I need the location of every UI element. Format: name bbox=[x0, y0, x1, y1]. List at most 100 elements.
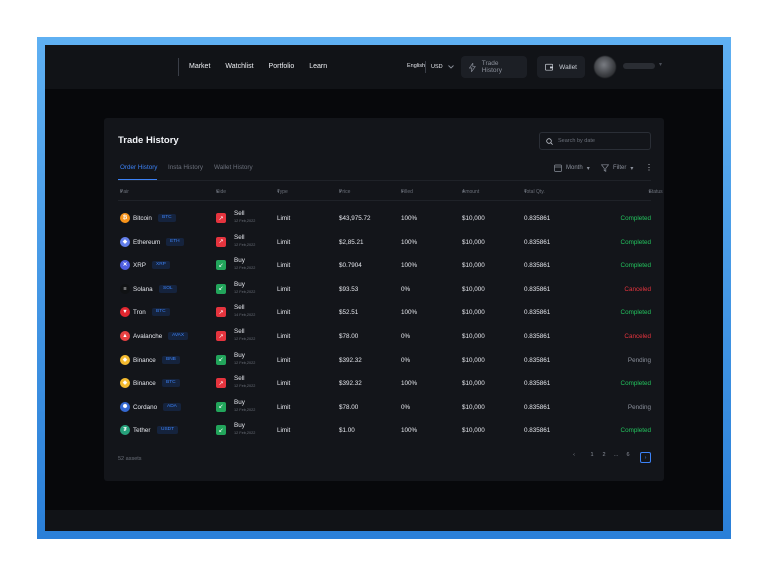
side-label: Buy bbox=[234, 257, 245, 265]
coin-name: Binance bbox=[133, 356, 156, 364]
table-row[interactable]: ◈ Binance BNB ↙ Buy 12 Feb,2022 Limit $392.32 0%… bbox=[118, 349, 651, 371]
tab-wallet-history[interactable]: Wallet History bbox=[214, 164, 253, 171]
filled: 100% bbox=[401, 309, 418, 317]
trade-date: 12 Feb,2022 bbox=[234, 266, 256, 271]
buy-arrow-icon: ↙ bbox=[216, 260, 226, 271]
th-type[interactable]: Type ▾ bbox=[277, 189, 288, 195]
table-header-divider bbox=[118, 200, 651, 201]
filled: 100% bbox=[401, 215, 418, 222]
price: $2,85.21 bbox=[339, 238, 364, 246]
total-qty: 0.835861 bbox=[524, 285, 551, 293]
table-row[interactable]: ◆ Ethereum ETH ↗ Sell 12 Feb,2022 Limit $2,85.2… bbox=[118, 231, 651, 253]
trade-date: 12 Feb,2022 bbox=[234, 431, 256, 436]
tab-divider bbox=[118, 180, 651, 181]
coin-name: Bitcoin bbox=[133, 215, 152, 222]
nav-divider bbox=[178, 58, 179, 76]
table-row[interactable]: ≡ Solana SOL ↙ Buy 12 Feb,2022 Limit $93.53 0% $1… bbox=[118, 278, 651, 300]
status-badge: Pending bbox=[627, 356, 651, 364]
buy-arrow-icon: ↙ bbox=[216, 283, 226, 294]
nav-portfolio[interactable]: Portfolio bbox=[268, 63, 295, 70]
avatar[interactable] bbox=[594, 56, 616, 78]
price: $392.32 bbox=[339, 380, 362, 388]
th-total-qty[interactable]: Total Qty. ▾ bbox=[524, 189, 545, 195]
th-side[interactable]: Side ▾ bbox=[216, 189, 227, 195]
pagination-next-icon[interactable]: › bbox=[640, 452, 651, 463]
page-6[interactable]: 6 bbox=[626, 452, 630, 458]
filled: 100% bbox=[401, 238, 418, 246]
nav-learn[interactable]: Learn bbox=[309, 63, 328, 70]
sell-arrow-icon: ↗ bbox=[216, 331, 226, 341]
side-label: Sell bbox=[234, 210, 245, 217]
th-price[interactable]: Price ▾ bbox=[339, 189, 351, 195]
ticker-badge: BTC bbox=[158, 214, 176, 222]
amount: $10,000 bbox=[462, 356, 485, 364]
nav-market[interactable]: Market bbox=[189, 63, 211, 70]
sell-arrow-icon: ↗ bbox=[216, 236, 226, 247]
xrp-icon: ✕ bbox=[120, 260, 130, 271]
amount: $10,000 bbox=[462, 380, 485, 388]
currency-selector[interactable]: USD bbox=[425, 61, 454, 73]
order-type: Limit bbox=[277, 356, 291, 364]
order-type: Limit bbox=[277, 262, 291, 270]
currency-label: USD bbox=[431, 64, 443, 70]
more-options-icon[interactable]: ⋮ bbox=[645, 163, 653, 172]
table-row[interactable]: ✕ XRP XRP ↙ Buy 12 Feb,2022 Limit $0.7904 100% $1… bbox=[118, 254, 651, 276]
th-pair[interactable]: Pair ▾ bbox=[120, 189, 129, 195]
ticker-badge: BTC bbox=[152, 308, 170, 317]
table-row[interactable]: ₮ Tether USDT ↙ Buy 12 Feb,2022 Limit $1.00 100%… bbox=[118, 419, 651, 441]
filled: 100% bbox=[401, 427, 418, 435]
filter-button[interactable]: Filter ▾ bbox=[601, 164, 633, 172]
table-row[interactable]: ▲ Avalanche AVAX ↗ Sell 12 Feb,2022 Limit $78.0… bbox=[118, 325, 651, 347]
wallet-button[interactable]: Wallet bbox=[537, 56, 585, 78]
th-amount[interactable]: Amount ▾ bbox=[462, 189, 480, 195]
nav-watchlist[interactable]: Watchlist bbox=[225, 63, 254, 70]
total-qty: 0.835861 bbox=[524, 356, 551, 364]
search-input[interactable]: Search by date bbox=[539, 132, 651, 150]
amount: $10,000 bbox=[462, 403, 485, 411]
side-label: Sell bbox=[234, 304, 245, 312]
coin-name: Solana bbox=[133, 285, 153, 293]
price: $1.00 bbox=[339, 427, 355, 435]
table-row[interactable]: ✺ Cordano ADA ↙ Buy 12 Feb,2022 Limit $78.00 0% $… bbox=[118, 396, 651, 418]
total-qty: 0.835861 bbox=[524, 333, 551, 340]
table-row[interactable]: ₿ Bitcoin BTC ↗ Sell 12 Feb,2022 Limit $43,975.… bbox=[118, 207, 651, 229]
table-row[interactable]: ▼ Tron BTC ↗ Sell 14 Feb,2022 Limit $52.51 100% $… bbox=[118, 301, 651, 323]
tab-insta-history[interactable]: Insta History bbox=[168, 164, 203, 171]
filled: 100% bbox=[401, 380, 418, 388]
price: $78.00 bbox=[339, 403, 359, 411]
cardano-icon: ✺ bbox=[120, 401, 130, 412]
th-filled[interactable]: Filled ▾ bbox=[401, 189, 413, 195]
order-type: Limit bbox=[277, 215, 291, 222]
ticker-badge: AVAX bbox=[168, 332, 189, 340]
status-badge: Completed bbox=[620, 238, 651, 246]
chevron-down-icon[interactable]: ▾ bbox=[659, 62, 663, 68]
tab-active-underline bbox=[118, 179, 157, 180]
chevron-down-icon bbox=[447, 65, 454, 69]
status-badge: Pending bbox=[627, 403, 651, 411]
pagination-prev-icon[interactable]: ‹ bbox=[573, 452, 575, 458]
table-row[interactable]: ◈ Binance BTC ↗ Sell 12 Feb,2022 Limit $392.32 1… bbox=[118, 372, 651, 394]
calendar-icon bbox=[554, 164, 562, 172]
chevron-down-icon: ▾ bbox=[630, 165, 634, 172]
card-content: Order History Insta History Wallet Histo… bbox=[104, 118, 664, 481]
status-badge: Completed bbox=[620, 262, 651, 270]
trade-history-button[interactable]: Trade History bbox=[461, 56, 527, 78]
username-placeholder[interactable] bbox=[623, 63, 655, 69]
th-status[interactable]: Status ▾ bbox=[648, 189, 663, 195]
page-1[interactable]: 1 bbox=[590, 452, 594, 458]
main-nav: Market Watchlist Portfolio Learn bbox=[189, 63, 327, 70]
language-selector[interactable]: English bbox=[407, 63, 426, 69]
sell-arrow-icon: ↗ bbox=[216, 213, 226, 223]
total-qty: 0.835861 bbox=[524, 262, 551, 270]
table-header: Pair ▾ Side ▾ Type ▾ Price ▾ Filled ▾ Am… bbox=[118, 189, 663, 199]
total-qty: 0.835861 bbox=[524, 427, 551, 435]
period-selector[interactable]: Month ▾ bbox=[554, 164, 590, 172]
amount: $10,000 bbox=[462, 309, 485, 317]
coin-name: Binance bbox=[133, 380, 156, 388]
status-badge: Completed bbox=[620, 309, 651, 317]
filled: 0% bbox=[401, 285, 411, 293]
page-2[interactable]: 2 bbox=[602, 452, 606, 458]
tab-order-history[interactable]: Order History bbox=[120, 164, 158, 171]
total-qty: 0.835861 bbox=[524, 215, 551, 222]
amount: $10,000 bbox=[462, 215, 485, 222]
